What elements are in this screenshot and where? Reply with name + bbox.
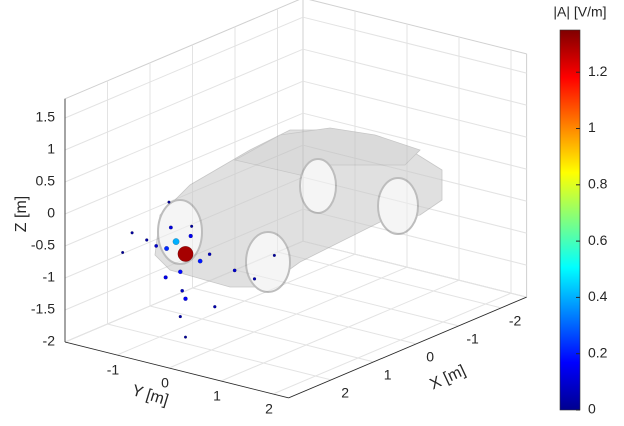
point xyxy=(190,225,193,228)
z-tick-label: 1.5 xyxy=(36,109,56,125)
grid-line xyxy=(303,241,527,297)
colorbar-tick-label: 0.6 xyxy=(588,232,608,248)
point xyxy=(273,254,276,257)
point xyxy=(178,246,193,261)
z-tick-label: 1 xyxy=(47,141,55,157)
car-model xyxy=(155,128,442,292)
point xyxy=(168,201,171,204)
point xyxy=(121,251,124,254)
point xyxy=(155,244,158,247)
colorbar-tick-label: 0.2 xyxy=(588,344,608,360)
x-tick-label: -1 xyxy=(466,331,479,347)
point xyxy=(213,305,216,308)
grid-line xyxy=(303,49,527,105)
x-tick-label: 0 xyxy=(426,349,434,365)
grid-line xyxy=(150,306,374,362)
chart: Y [m] X [m] Z [m] |A| [V/m] -2-1012-1012… xyxy=(0,0,624,421)
x-tick-label: 2 xyxy=(341,385,349,401)
point xyxy=(131,231,134,234)
x-tick-label: -2 xyxy=(509,313,522,329)
point xyxy=(184,336,187,339)
axis-line xyxy=(65,342,289,398)
point xyxy=(169,226,173,230)
box-edge xyxy=(65,0,303,99)
colorbar-tick-label: 0.4 xyxy=(588,288,608,304)
wheel xyxy=(246,232,290,292)
point xyxy=(179,315,182,318)
grid-line xyxy=(108,324,332,380)
axis-line xyxy=(289,297,527,398)
point xyxy=(164,276,168,280)
colorbar-tick-label: 0 xyxy=(588,401,596,417)
colorbar-tick-label: 0.8 xyxy=(588,176,608,192)
z-tick-label: 0.5 xyxy=(36,173,56,189)
grid-line xyxy=(65,17,303,118)
grid-line xyxy=(278,252,502,308)
colorbar-tick-label: 1 xyxy=(588,119,596,135)
grid-line xyxy=(65,49,303,150)
point xyxy=(184,297,188,301)
point xyxy=(178,270,182,274)
z-tick-label: -1 xyxy=(43,269,56,285)
point xyxy=(208,253,211,256)
point xyxy=(253,277,256,280)
z-tick-label: -2 xyxy=(43,333,56,349)
point xyxy=(164,246,169,251)
y-tick-label: 0 xyxy=(161,375,169,391)
y-tick-label: -1 xyxy=(107,362,120,378)
point xyxy=(233,269,236,272)
point xyxy=(181,289,184,292)
x-tick-label: 1 xyxy=(384,367,392,383)
y-tick-label: 1 xyxy=(213,388,221,404)
wheel xyxy=(300,159,336,213)
colorbar-tick-label: 1.2 xyxy=(588,63,608,79)
point xyxy=(145,239,148,242)
z-tick-label: -0.5 xyxy=(31,237,55,253)
x-axis-label: X [m] xyxy=(427,362,468,393)
point xyxy=(198,259,202,263)
grid-line xyxy=(193,288,417,344)
point xyxy=(173,238,179,244)
box-edge xyxy=(303,0,527,54)
wheel xyxy=(378,178,418,234)
point xyxy=(189,234,193,238)
z-tick-label: 0 xyxy=(47,205,55,221)
z-axis-label: Z [m] xyxy=(13,196,30,232)
colorbar-label: |A| [V/m] xyxy=(553,4,606,20)
y-tick-label: 2 xyxy=(265,401,273,417)
colorbar xyxy=(560,30,580,410)
z-tick-label: -1.5 xyxy=(31,301,55,317)
